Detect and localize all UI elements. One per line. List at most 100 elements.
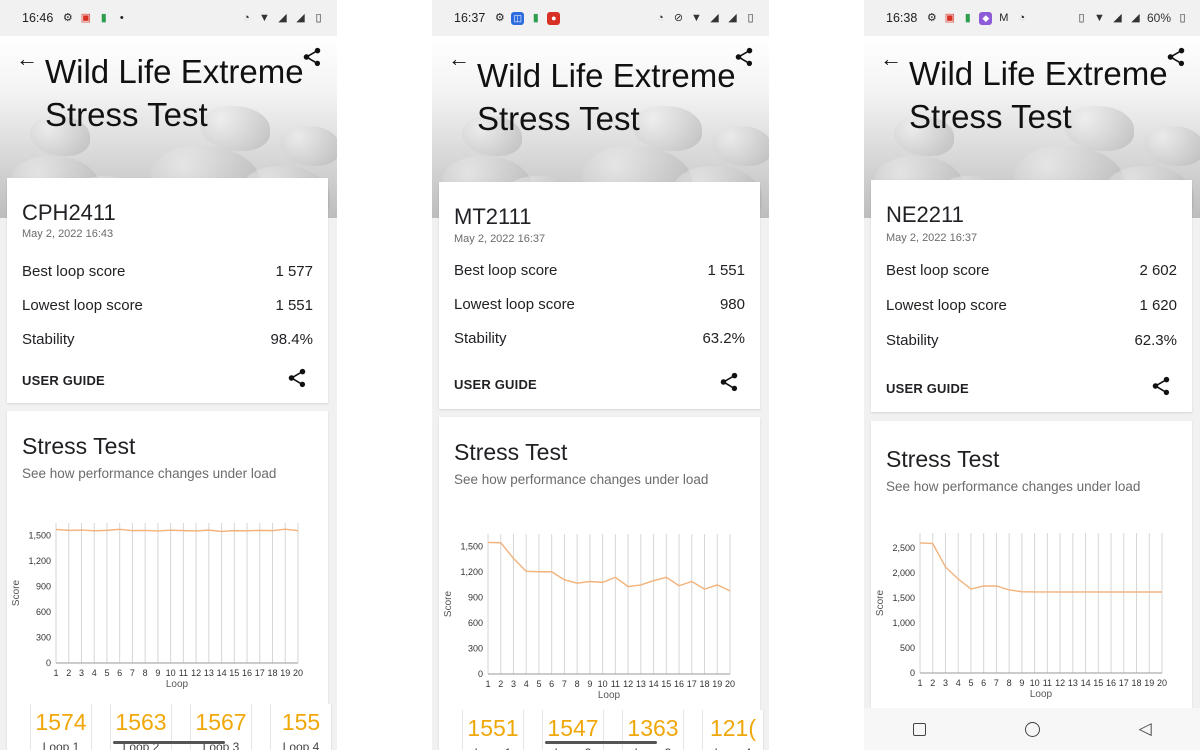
lowest-label: Lowest loop score: [886, 297, 1007, 314]
loop-score-label: Loop 3: [202, 740, 240, 750]
page-title-line2: Stress Test: [45, 96, 208, 133]
x-tick-label: 3: [79, 668, 84, 678]
best-loop-score-row: Best loop score 1 577: [22, 263, 313, 280]
x-tick-label: 18: [268, 668, 278, 678]
hero-background-rock: [712, 126, 769, 166]
x-tick-label: 5: [968, 678, 973, 688]
loop-score-label: Loop 1: [463, 746, 523, 750]
battery-saver-icon: ▮: [964, 11, 971, 24]
x-tick-label: 10: [1030, 678, 1040, 688]
x-tick-label: 17: [687, 679, 697, 689]
x-tick-label: 6: [549, 679, 554, 689]
lowest-value: 1 620: [1139, 297, 1177, 314]
y-tick-label: 300: [468, 644, 483, 654]
y-tick-label: 600: [36, 607, 51, 617]
share-icon[interactable]: [301, 46, 323, 73]
x-tick-label: 4: [524, 679, 529, 689]
x-tick-label: 1: [53, 668, 58, 678]
back-arrow-icon[interactable]: ←: [880, 46, 902, 71]
x-tick-label: 20: [1157, 678, 1167, 688]
test-date: May 2, 2022 16:37: [886, 232, 978, 244]
x-tick-label: 20: [725, 679, 735, 689]
phone-screen-2: 16:37 ⚙ ◫ ▮ ● ◔ ⊘ ▼ ◢ ◢ ▯ ← Wild Life Extreme Stress …: [432, 0, 769, 750]
status-time: 16:37: [454, 11, 486, 25]
vibrate-icon: ▯: [1078, 11, 1085, 24]
speed-icon: ◔: [657, 11, 664, 24]
loop-score-value: 1574: [35, 709, 87, 735]
user-guide-link[interactable]: USER GUIDE: [22, 373, 105, 388]
screen-icon: ▣: [944, 11, 955, 24]
stress-line-chart: 1 2 3 4 5 6 7 8 9 10 11 12 13 14 15 16 17 18 19 2005001,000…: [875, 533, 1167, 700]
y-tick-label: 1,500: [892, 593, 915, 603]
stress-line-chart: 1 2 3 4 5 6 7 8 9 10 11 12 13 14 15 16 17 18 19 20030060090…: [11, 523, 303, 690]
x-tick-label: 14: [217, 668, 227, 678]
wifi-icon: ▼: [259, 11, 270, 24]
home-button[interactable]: [1024, 721, 1040, 737]
x-tick-label: 8: [1007, 678, 1012, 688]
back-arrow-icon[interactable]: ←: [16, 46, 38, 71]
loop-score-card[interactable]: 1551 Loop 1: [462, 710, 524, 750]
stress-test-subtitle: See how performance changes under load: [454, 472, 709, 487]
loop-score-card[interactable]: 1574 Loop 1: [30, 704, 92, 750]
x-tick-label: 3: [511, 679, 516, 689]
battery-saver-icon: ▮: [100, 11, 107, 24]
x-tick-label: 11: [179, 668, 188, 678]
loop-score-card[interactable]: 1363 Loop 3: [622, 710, 684, 750]
x-axis-label: Loop: [1030, 689, 1053, 700]
status-time: 16:38: [886, 11, 918, 25]
back-arrow-icon[interactable]: ←: [448, 46, 470, 71]
stability-row: Stability 63.2%: [454, 330, 745, 347]
back-button[interactable]: ◁: [1138, 719, 1152, 738]
gmail-icon: M: [999, 11, 1009, 24]
recents-button[interactable]: [913, 722, 927, 736]
y-tick-label: 500: [900, 643, 915, 653]
loop-scores-strip: 1551 Loop 1 1547 Loop 2 1363 Loop 3 121(Loop 4: [432, 710, 769, 750]
wifi-icon: ▼: [1094, 11, 1105, 24]
share-icon[interactable]: [1165, 46, 1187, 73]
y-axis-label: Score: [11, 580, 22, 607]
y-axis-label: Score: [875, 590, 886, 617]
stress-line-chart: 1 2 3 4 5 6 7 8 9 10 11 12 13 14 15 16 17 18 19 20030060090…: [443, 534, 735, 701]
loop-score-card[interactable]: 155 Loop 4: [270, 704, 332, 750]
wifi-icon: ▼: [691, 11, 702, 24]
status-left-icons: ⚙ ◫ ▮ ●: [493, 11, 561, 25]
battery-saver-icon: ▮: [532, 11, 539, 24]
loop-score-card[interactable]: 121(Loop 4: [702, 710, 764, 750]
x-tick-label: 16: [242, 668, 252, 678]
x-tick-label: 5: [536, 679, 541, 689]
hero-background-rock: [894, 116, 954, 156]
gesture-bar[interactable]: [112, 741, 225, 744]
y-tick-label: 1,200: [28, 556, 51, 566]
x-tick-label: 9: [1019, 678, 1024, 688]
device-name: NE2211: [886, 202, 964, 227]
signal-icon: ◢: [710, 11, 719, 24]
lowest-label: Lowest loop score: [454, 296, 575, 313]
stress-test-subtitle: See how performance changes under load: [886, 479, 1141, 494]
share-result-icon[interactable]: [286, 367, 308, 394]
share-result-icon[interactable]: [718, 371, 740, 398]
x-tick-label: 13: [636, 679, 646, 689]
share-icon[interactable]: [733, 46, 755, 73]
navigation-bar: ◁: [864, 708, 1200, 750]
share-result-icon[interactable]: [1150, 375, 1172, 402]
battery-percent: 60%: [1146, 11, 1171, 25]
x-tick-label: 1: [485, 679, 490, 689]
gesture-bar[interactable]: [544, 741, 657, 744]
status-left-icons: ⚙ ▣ ▮ •: [61, 12, 128, 25]
dot-icon: •: [119, 11, 124, 24]
lowest-loop-score-row: Lowest loop score 1 551: [22, 297, 313, 314]
y-axis-label: Score: [443, 591, 454, 618]
best-loop-score-row: Best loop score 1 551: [454, 262, 745, 279]
hero-background-rock: [280, 126, 337, 166]
stress-test-card: Stress Test See how performance changes u…: [7, 411, 328, 750]
loop-score-label: Loop 2: [543, 746, 603, 750]
status-right-icons: ◔ ⊘ ▼ ◢ ◢ ▯: [654, 12, 757, 25]
y-tick-label: 2,500: [892, 543, 915, 553]
loop-score-label: Loop 4: [703, 746, 763, 750]
best-value: 1 551: [707, 262, 745, 279]
gear-icon: ⚙: [62, 11, 73, 24]
user-guide-link[interactable]: USER GUIDE: [886, 381, 969, 396]
page-title-line1: Wild Life Extreme: [45, 53, 304, 90]
loop-score-card[interactable]: 1547 Loop 2: [542, 710, 604, 750]
user-guide-link[interactable]: USER GUIDE: [454, 377, 537, 392]
